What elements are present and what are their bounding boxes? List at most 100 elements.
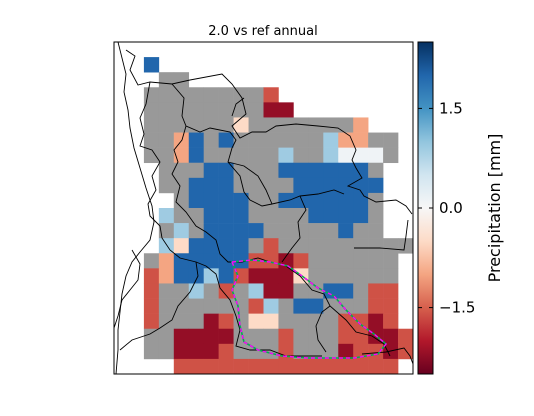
grid-cell: [233, 313, 249, 330]
grid-cell: [308, 132, 324, 148]
grid-cell: [353, 358, 369, 374]
colorbar-tick-label: −1.5: [439, 299, 475, 317]
grid-cell: [218, 238, 234, 254]
grid-cell: [188, 177, 204, 194]
grid-cell: [218, 328, 234, 345]
grid-cell: [323, 132, 339, 148]
grid-cell: [353, 223, 369, 239]
grid-cell: [158, 177, 175, 194]
grid-cell: [293, 343, 309, 360]
grid-cell: [308, 192, 324, 209]
grid-cell: [248, 192, 264, 209]
grid-cell: [368, 268, 384, 284]
grid-cell: [353, 132, 369, 148]
grid-cell: [248, 177, 264, 194]
grid-cell: [278, 147, 294, 164]
grid-cell: [143, 102, 160, 118]
country-borders: [114, 49, 413, 365]
grid-cell: [143, 268, 160, 284]
grid-cell: [383, 253, 399, 269]
grid-cell: [368, 283, 384, 299]
grid-cell: [383, 238, 399, 254]
grid-cell: [323, 283, 339, 299]
grid-cell: [308, 147, 324, 164]
grid-cell: [293, 147, 309, 164]
grid-cell: [368, 238, 384, 254]
map-frame: [113, 41, 414, 375]
grid-cell: [323, 253, 339, 269]
grid-cell: [203, 268, 219, 284]
grid-cell: [173, 328, 190, 345]
grid-cell: [218, 313, 234, 330]
grid-cell: [203, 162, 219, 179]
grid-cell: [338, 283, 354, 299]
lake-outline: [230, 259, 388, 359]
grid-cell: [188, 132, 204, 148]
grid-cell: [278, 208, 294, 224]
grid-cell: [263, 298, 279, 314]
grid-cell: [308, 298, 324, 314]
grid-cell: [173, 358, 190, 374]
grid-cell: [143, 343, 160, 360]
grid-cell: [383, 268, 399, 284]
grid-cell: [323, 208, 339, 224]
grid-cell: [323, 177, 339, 194]
grid-cell: [173, 253, 190, 269]
grid-cell: [218, 253, 234, 269]
grid-cell: [248, 313, 264, 330]
grid-cell: [218, 192, 234, 209]
grid-cell: [203, 192, 219, 209]
grid-cell: [143, 313, 160, 330]
grid-cell: [158, 117, 175, 133]
grid-cell: [233, 132, 249, 148]
grid-cell: [308, 268, 324, 284]
grid-cell: [308, 253, 324, 269]
grid-cell: [308, 177, 324, 194]
grid-cell: [368, 313, 384, 330]
grid-cell: [383, 358, 399, 374]
grid-cell: [173, 72, 190, 88]
grid-cell: [188, 87, 204, 103]
grid-cell: [323, 343, 339, 360]
grid-cell: [203, 147, 219, 164]
grid-cell: [248, 102, 264, 118]
grid-cell: [218, 117, 234, 133]
grid-cell: [233, 223, 249, 239]
colorbar: 1.5 0.0 −1.5 Precipitation [mm]: [417, 41, 504, 375]
colorbar-tick-label: 1.5: [439, 99, 463, 117]
grid-cell: [263, 283, 279, 299]
grid-cell: [368, 343, 384, 360]
grid-cell: [278, 328, 294, 345]
grid-cell: [278, 102, 294, 118]
grid-cell: [248, 117, 264, 133]
grid-cell: [293, 238, 309, 254]
grid-cell: [233, 147, 249, 164]
grid-cell: [353, 253, 369, 269]
grid-cell: [338, 162, 354, 179]
grid-cell: [353, 192, 369, 209]
grid-cell: [143, 283, 160, 299]
grid-cell: [383, 132, 399, 148]
grid-cell: [353, 268, 369, 284]
grid-cell: [218, 283, 234, 299]
grid-cell: [248, 328, 264, 345]
grid-cell: [323, 223, 339, 239]
grid-cell: [383, 147, 399, 164]
grid-cell: [158, 147, 175, 164]
grid-cell: [338, 208, 354, 224]
colorbar-label: Precipitation [mm]: [485, 134, 504, 283]
grid-cell: [188, 102, 204, 118]
grid-cell: [158, 72, 175, 88]
grid-cell: [278, 268, 294, 284]
grid-cell: [218, 177, 234, 194]
grid-cell: [323, 117, 339, 133]
grid-cell: [308, 328, 324, 345]
grid-cell: [368, 147, 384, 164]
grid-cell: [143, 253, 160, 269]
grid-cell: [338, 147, 354, 164]
grid-cell: [233, 102, 249, 118]
grid-cell: [173, 238, 190, 254]
grid-cell: [203, 358, 219, 374]
grid-cell: [188, 238, 204, 254]
